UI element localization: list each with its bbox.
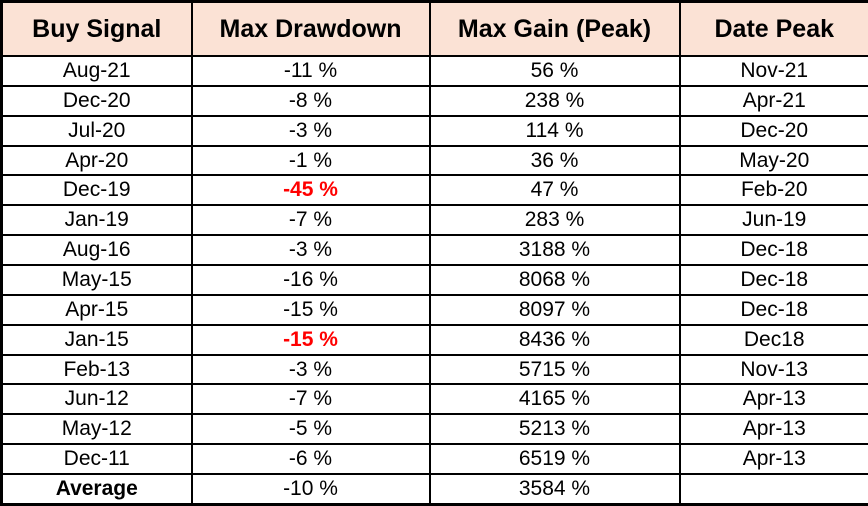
cell-date-peak: Apr-13 bbox=[678, 443, 868, 476]
cell-max-gain: 47 % bbox=[428, 174, 681, 207]
cell-max-drawdown: -7 % bbox=[190, 383, 431, 416]
cell-date-peak: Jun-19 bbox=[678, 204, 868, 237]
cell-max-gain: 36 % bbox=[428, 144, 681, 177]
cell-max-drawdown: -3 % bbox=[190, 353, 431, 386]
cell-max-drawdown: -6 % bbox=[190, 443, 431, 476]
column-header-date-peak: Date Peak bbox=[678, 0, 868, 57]
cell-max-drawdown-highlighted: -45 % bbox=[190, 174, 431, 207]
cell-buy-signal: Jan-15 bbox=[0, 323, 193, 356]
column-header-buy-signal: Buy Signal bbox=[0, 0, 193, 57]
table-row: Dec-20 -8 % 238 % Apr-21 bbox=[0, 84, 868, 117]
cell-buy-signal: Dec-11 bbox=[0, 443, 193, 476]
cell-date-peak: Dec18 bbox=[678, 323, 868, 356]
table-row: Aug-21 -11 % 56 % Nov-21 bbox=[0, 55, 868, 87]
cell-buy-signal: Aug-21 bbox=[0, 55, 193, 87]
table-row: Aug-16 -3 % 3188 % Dec-18 bbox=[0, 234, 868, 267]
cell-average-label: Average bbox=[0, 473, 193, 506]
cell-buy-signal: Jan-19 bbox=[0, 204, 193, 237]
cell-buy-signal: May-15 bbox=[0, 264, 193, 296]
table-row: Jan-15 -15 % 8436 % Dec18 bbox=[0, 323, 868, 356]
table-row: Dec-19 -45 % 47 % Feb-20 bbox=[0, 174, 868, 207]
table-row: Dec-11 -6 % 6519 % Apr-13 bbox=[0, 443, 868, 476]
cell-max-drawdown: -1 % bbox=[190, 144, 431, 177]
table-row-average: Average -10 % 3584 % bbox=[0, 473, 868, 506]
cell-max-drawdown: -11 % bbox=[190, 55, 431, 87]
cell-date-peak: Apr-13 bbox=[678, 383, 868, 416]
cell-date-peak: Feb-20 bbox=[678, 174, 868, 207]
cell-buy-signal: Dec-19 bbox=[0, 174, 193, 207]
cell-buy-signal: Feb-13 bbox=[0, 353, 193, 386]
table-row: Jul-20 -3 % 114 % Dec-20 bbox=[0, 114, 868, 147]
cell-max-gain: 283 % bbox=[428, 204, 681, 237]
cell-date-peak: Apr-21 bbox=[678, 84, 868, 117]
cell-buy-signal: Aug-16 bbox=[0, 234, 193, 267]
cell-max-gain: 8097 % bbox=[428, 293, 681, 326]
table-row: Jan-19 -7 % 283 % Jun-19 bbox=[0, 204, 868, 237]
cell-date-peak: Apr-13 bbox=[678, 413, 868, 446]
cell-date-peak: Nov-13 bbox=[678, 353, 868, 386]
cell-max-gain: 5715 % bbox=[428, 353, 681, 386]
table-header-row: Buy Signal Max Drawdown Max Gain (Peak) … bbox=[0, 0, 868, 57]
cell-max-gain: 8436 % bbox=[428, 323, 681, 356]
table-row: May-12 -5 % 5213 % Apr-13 bbox=[0, 413, 868, 446]
cell-buy-signal: Apr-20 bbox=[0, 144, 193, 177]
column-header-max-drawdown: Max Drawdown bbox=[190, 0, 431, 57]
table-row: Apr-20 -1 % 36 % May-20 bbox=[0, 144, 868, 177]
cell-buy-signal: Jul-20 bbox=[0, 114, 193, 147]
cell-buy-signal: May-12 bbox=[0, 413, 193, 446]
table-row: Apr-15 -15 % 8097 % Dec-18 bbox=[0, 293, 868, 326]
cell-date-peak: Dec-18 bbox=[678, 293, 868, 326]
cell-max-drawdown: -15 % bbox=[190, 293, 431, 326]
cell-date-peak: Dec-18 bbox=[678, 264, 868, 296]
cell-buy-signal: Apr-15 bbox=[0, 293, 193, 326]
column-header-max-gain-peak: Max Gain (Peak) bbox=[428, 0, 681, 57]
cell-date-peak: Dec-18 bbox=[678, 234, 868, 267]
cell-max-drawdown: -8 % bbox=[190, 84, 431, 117]
cell-max-gain: 6519 % bbox=[428, 443, 681, 476]
cell-max-gain: 56 % bbox=[428, 55, 681, 87]
cell-date-peak: May-20 bbox=[678, 144, 868, 177]
cell-max-drawdown: -3 % bbox=[190, 234, 431, 267]
table-row: Feb-13 -3 % 5715 % Nov-13 bbox=[0, 353, 868, 386]
cell-max-gain: 4165 % bbox=[428, 383, 681, 416]
cell-average-date-peak bbox=[678, 473, 868, 506]
cell-max-drawdown: -7 % bbox=[190, 204, 431, 237]
cell-date-peak: Nov-21 bbox=[678, 55, 868, 87]
cell-buy-signal: Dec-20 bbox=[0, 84, 193, 117]
cell-buy-signal: Jun-12 bbox=[0, 383, 193, 416]
cell-max-gain: 8068 % bbox=[428, 264, 681, 296]
table-row: Jun-12 -7 % 4165 % Apr-13 bbox=[0, 383, 868, 416]
cell-average-max-gain: 3584 % bbox=[428, 473, 681, 506]
cell-max-gain: 238 % bbox=[428, 84, 681, 117]
cell-max-gain: 5213 % bbox=[428, 413, 681, 446]
cell-max-drawdown: -16 % bbox=[190, 264, 431, 296]
cell-max-drawdown-highlighted: -15 % bbox=[190, 323, 431, 356]
cell-max-drawdown: -5 % bbox=[190, 413, 431, 446]
cell-average-max-drawdown: -10 % bbox=[190, 473, 431, 506]
table-row: May-15 -16 % 8068 % Dec-18 bbox=[0, 264, 868, 296]
cell-date-peak: Dec-20 bbox=[678, 114, 868, 147]
cell-max-gain: 3188 % bbox=[428, 234, 681, 267]
cell-max-gain: 114 % bbox=[428, 114, 681, 147]
cell-max-drawdown: -3 % bbox=[190, 114, 431, 147]
